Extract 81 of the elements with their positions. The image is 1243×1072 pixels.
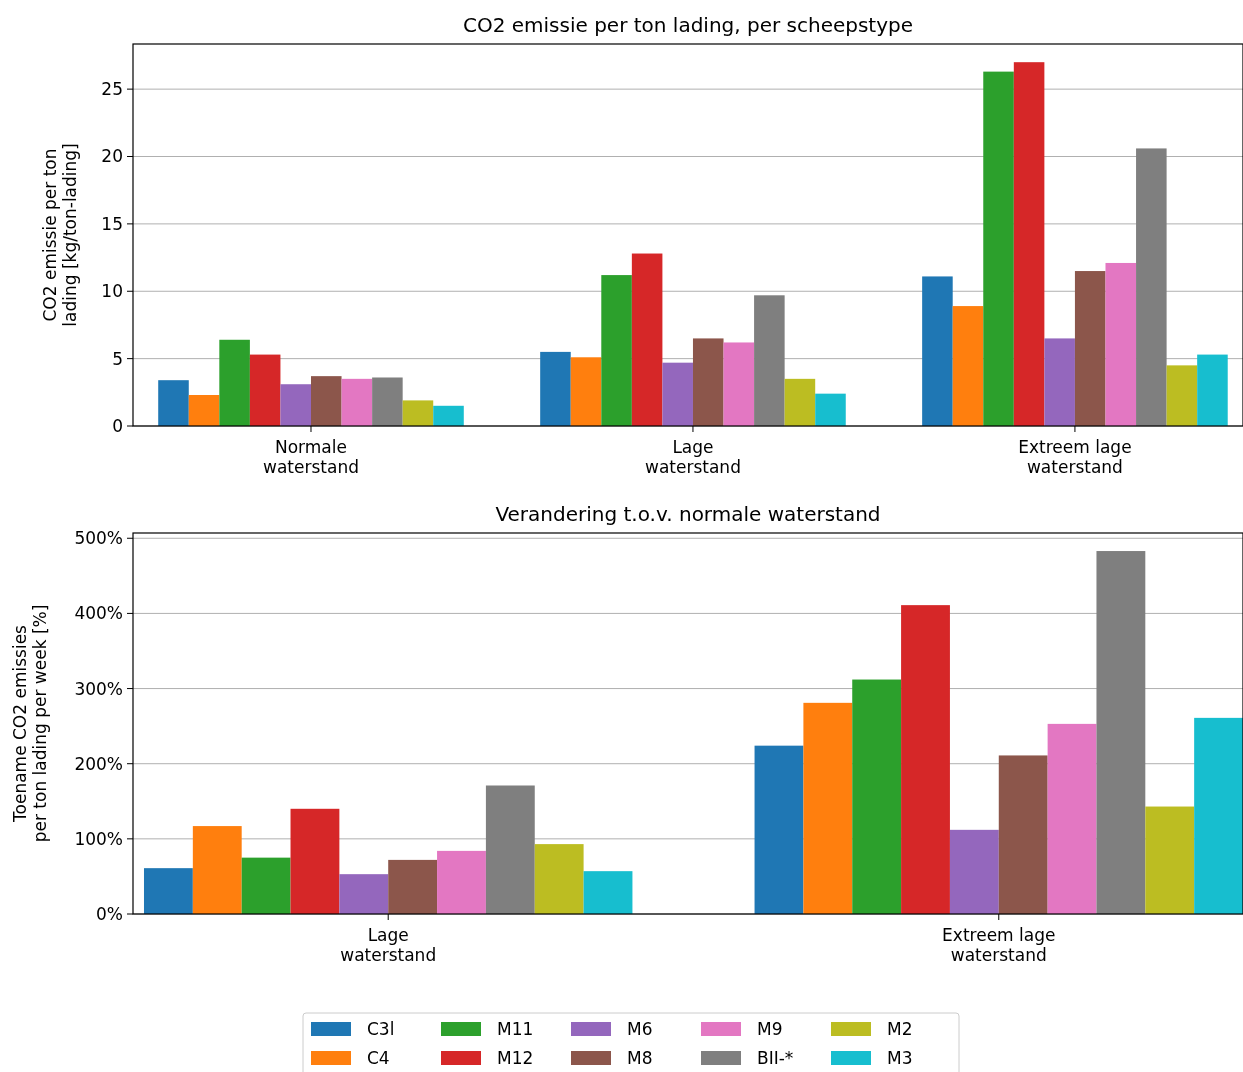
bar <box>437 850 486 914</box>
bar <box>388 859 438 914</box>
legend-label: M3 <box>887 1047 913 1068</box>
legend-label: C3l <box>367 1018 395 1039</box>
bar <box>952 306 984 426</box>
bar <box>339 874 389 914</box>
y-tick-label: 500% <box>74 528 123 549</box>
bar <box>1166 365 1198 426</box>
chart-title: Verandering t.o.v. normale waterstand <box>495 502 881 526</box>
bar <box>692 338 724 426</box>
bar <box>485 785 535 914</box>
bar <box>901 605 950 914</box>
bar <box>540 351 571 426</box>
bar <box>803 702 853 914</box>
bar <box>192 826 242 914</box>
y-tick-label: 300% <box>74 678 123 699</box>
bar <box>949 829 999 914</box>
bar <box>219 339 250 426</box>
bar <box>1096 551 1146 914</box>
bar <box>723 342 755 426</box>
y-tick-label: 5 <box>112 348 123 369</box>
y-tick-label: 15 <box>101 213 123 234</box>
bar <box>1105 262 1137 426</box>
bar <box>311 376 342 426</box>
x-tick-label: Lage waterstand <box>644 437 741 478</box>
legend-label: M8 <box>627 1047 653 1068</box>
bar <box>754 295 785 426</box>
y-tick-label: 10 <box>101 281 123 302</box>
bar <box>852 679 902 914</box>
bar <box>402 400 434 426</box>
bar <box>241 857 291 914</box>
legend-label: M12 <box>497 1047 534 1068</box>
bar <box>983 71 1014 426</box>
bar <box>188 395 220 426</box>
bar <box>249 354 281 426</box>
bar <box>1194 717 1243 914</box>
bar <box>570 357 602 426</box>
bar <box>143 868 193 914</box>
bar <box>372 377 403 426</box>
bar <box>583 871 633 914</box>
bar <box>1044 338 1075 426</box>
legend-label: BII-* <box>757 1047 794 1068</box>
y-tick-label: 20 <box>101 146 123 167</box>
legend-label: M2 <box>887 1018 913 1039</box>
bar <box>158 380 189 426</box>
legend-label: M6 <box>627 1018 653 1039</box>
y-tick-label: 200% <box>74 753 123 774</box>
bar <box>1013 62 1045 426</box>
y-tick-label: 100% <box>74 828 123 849</box>
bar <box>784 378 816 426</box>
bar <box>815 393 846 426</box>
bar <box>754 745 804 914</box>
y-axis-title: Toename CO2 emissies per ton lading per week [%] <box>10 604 51 843</box>
bar <box>534 844 584 914</box>
x-tick-label: Extreem lage waterstand <box>1018 437 1132 478</box>
bar <box>631 253 663 426</box>
bar <box>1074 271 1106 426</box>
bar <box>433 405 464 426</box>
x-tick-label: Lage waterstand <box>340 925 437 966</box>
bar <box>1197 354 1228 426</box>
bar <box>1047 723 1097 914</box>
y-axis-title: CO2 emissie per ton lading [kg/ton-lading] <box>40 143 81 327</box>
bar <box>922 276 953 426</box>
bar <box>998 755 1048 914</box>
bar <box>280 384 311 426</box>
bar <box>341 378 373 426</box>
y-tick-label: 0% <box>96 903 123 924</box>
x-tick-label: Normale waterstand <box>263 437 359 478</box>
legend-label: C4 <box>367 1047 390 1068</box>
bar <box>1145 806 1195 914</box>
chart-title: CO2 emissie per ton lading, per scheepstype <box>462 13 914 37</box>
legend-label: M11 <box>497 1018 534 1039</box>
legend-label: M9 <box>757 1018 783 1039</box>
bar <box>601 275 632 426</box>
bar <box>1136 148 1167 426</box>
bar <box>290 808 340 914</box>
x-tick-label: Extreem lage waterstand <box>942 925 1056 966</box>
y-tick-label: 400% <box>74 603 123 624</box>
bar <box>662 362 693 426</box>
y-tick-label: 25 <box>101 79 123 100</box>
y-tick-label: 0 <box>112 415 123 436</box>
